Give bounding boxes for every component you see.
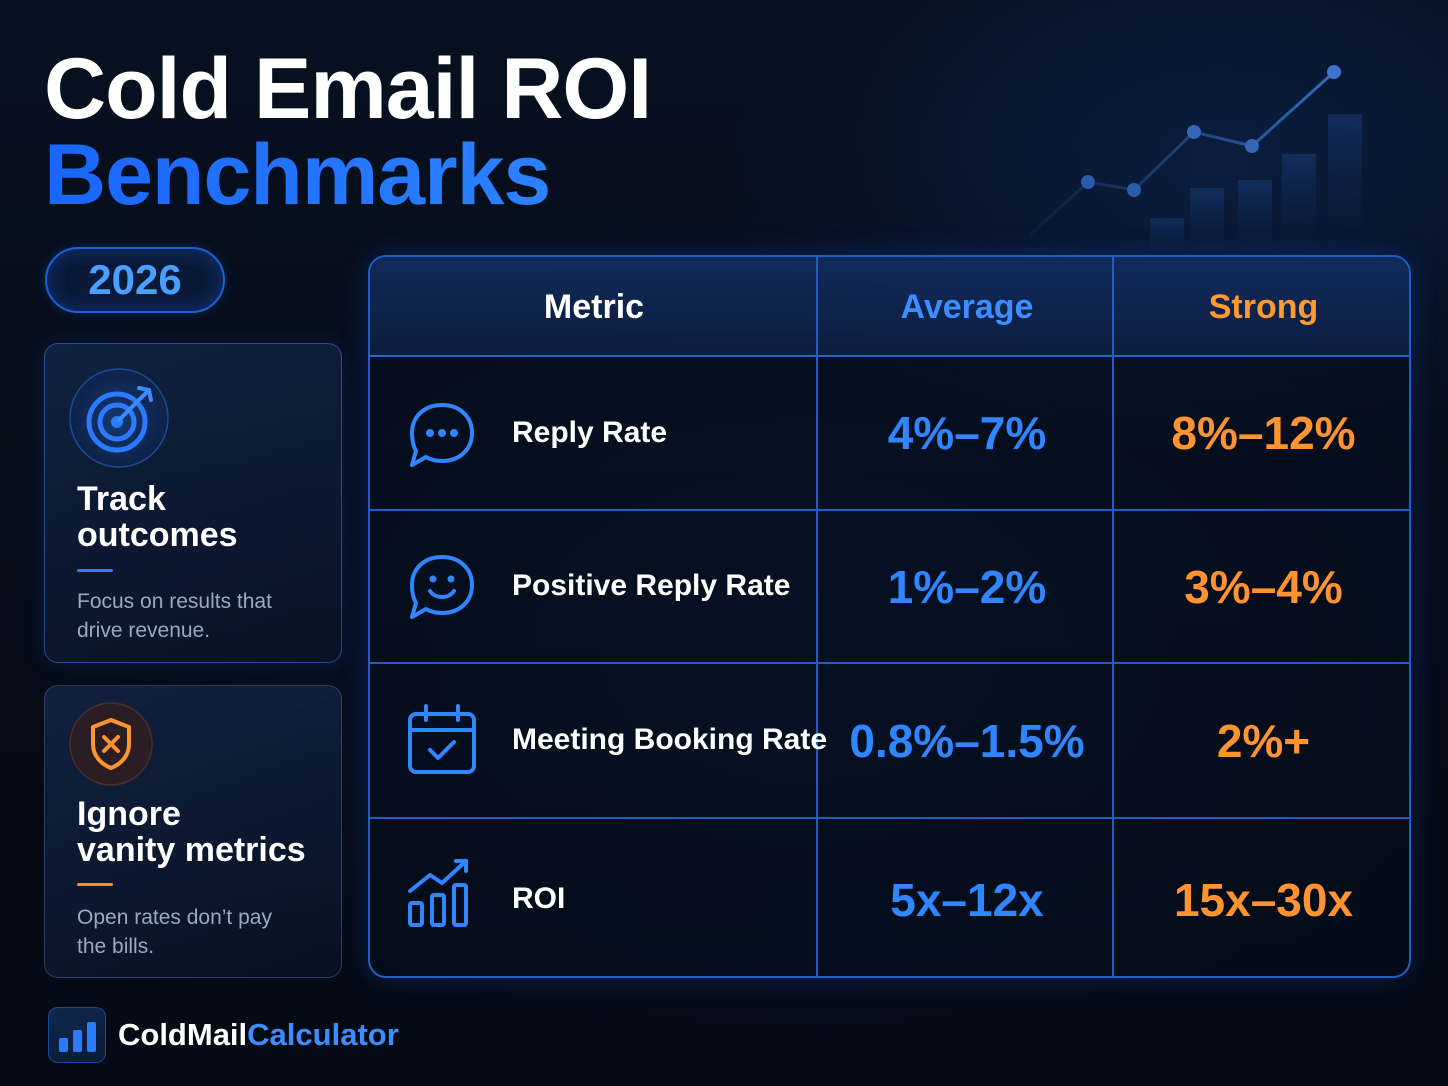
decorative-growth-chart-icon: [1028, 65, 1362, 260]
year-badge: 2026: [45, 247, 225, 313]
row-divider: [370, 817, 1409, 819]
card-title: Ignore vanity metrics: [77, 796, 306, 868]
metric-label: Reply Rate: [512, 416, 668, 449]
benchmarks-table: Metric Average Strong Reply Rate 4%–7% 8…: [368, 255, 1411, 978]
shield-x-icon: [69, 702, 153, 786]
metric-label: ROI: [512, 882, 566, 915]
table-row: ROI 5x–12x 15x–30x: [370, 819, 1409, 976]
card-title: Track outcomes: [77, 481, 238, 553]
brand-footer: ColdMailCalculator: [48, 1007, 399, 1063]
ignore-vanity-metrics-card: Ignore vanity metrics Open rates don’t p…: [44, 685, 342, 978]
chat-bubble-icon: [410, 403, 474, 467]
card-description-line1: Focus on results that: [77, 590, 272, 613]
average-value: 1%–2%: [887, 560, 1047, 613]
column-header-strong: Strong: [1208, 287, 1319, 326]
metric-label: Meeting Booking Rate: [512, 723, 828, 756]
page-title-line2: Benchmarks: [44, 127, 551, 223]
calendar-check-icon: [408, 704, 476, 774]
table-header-row: [370, 257, 1409, 357]
growth-chart-icon: [408, 859, 468, 927]
card-divider: [77, 569, 113, 572]
column-divider: [1112, 257, 1114, 976]
table-row: Positive Reply Rate 1%–2% 3%–4%: [370, 511, 1409, 662]
brand-name: ColdMailCalculator: [118, 1017, 399, 1053]
strong-value: 8%–12%: [1171, 407, 1356, 459]
card-description-line2: drive revenue.: [77, 619, 211, 642]
average-value: 0.8%–1.5%: [849, 714, 1085, 767]
metric-label: Positive Reply Rate: [512, 569, 791, 602]
strong-value: 2%+: [1216, 714, 1311, 767]
card-description: Open rates don’t pay the bills.: [77, 903, 327, 961]
card-description-line2: the bills.: [77, 935, 155, 958]
card-description-line1: Open rates don’t pay: [77, 906, 272, 929]
strong-value: 3%–4%: [1184, 560, 1343, 613]
column-divider: [816, 257, 818, 976]
row-divider: [370, 662, 1409, 664]
column-header-metric: Metric: [543, 287, 645, 326]
table-row: Meeting Booking Rate 0.8%–1.5% 2%+: [370, 664, 1409, 817]
row-divider: [370, 509, 1409, 511]
card-title-line1: Track: [77, 480, 166, 518]
card-title-line2: outcomes: [77, 516, 238, 554]
brand-name-part2: Calculator: [247, 1017, 399, 1052]
column-header-average: Average: [900, 287, 1034, 326]
average-value: 4%–7%: [887, 407, 1047, 459]
bar-chart-logo-icon: [48, 1007, 106, 1063]
table-row: Reply Rate 4%–7% 8%–12%: [370, 357, 1409, 509]
card-title-line1: Ignore: [77, 795, 181, 833]
brand-name-part1: ColdMail: [118, 1017, 248, 1052]
smiley-chat-icon: [410, 555, 474, 619]
page-title-line1: Cold Email ROI: [44, 41, 652, 137]
track-outcomes-card: Track outcomes Focus on results that dri…: [44, 343, 342, 663]
strong-value: 15x–30x: [1173, 873, 1354, 926]
target-icon: [69, 368, 169, 468]
card-divider: [77, 883, 113, 886]
average-value: 5x–12x: [890, 873, 1044, 926]
card-title-line2: vanity metrics: [77, 831, 306, 869]
card-description: Focus on results that drive revenue.: [77, 587, 327, 645]
